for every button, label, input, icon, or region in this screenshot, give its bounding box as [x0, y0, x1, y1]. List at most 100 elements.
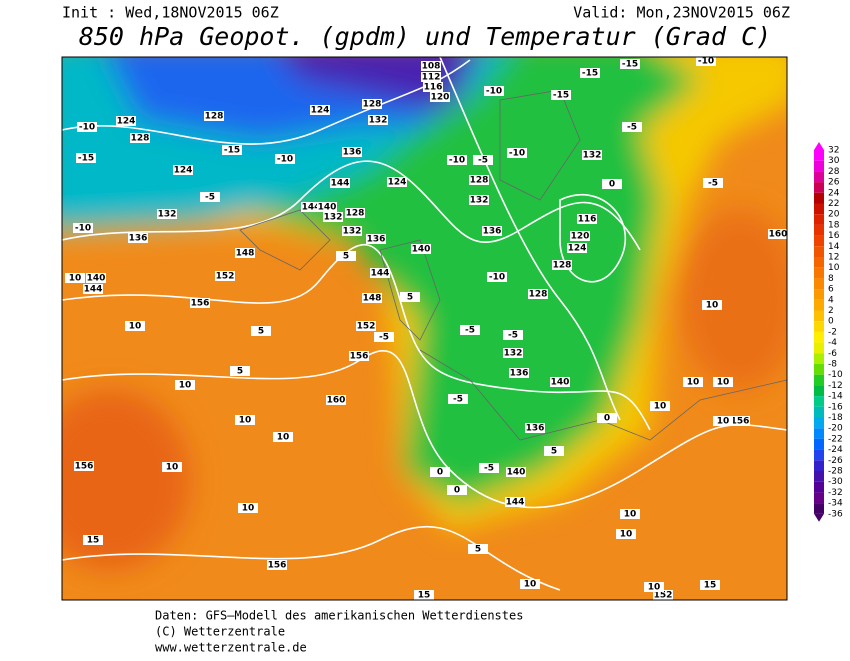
temperature-label: 5: [551, 447, 557, 457]
temperature-label-box: [125, 321, 145, 331]
colorbar-band: [814, 278, 824, 290]
colorbar-band: [814, 310, 824, 322]
geopotential-label: 144: [302, 203, 321, 213]
temperature-label-box: [644, 582, 664, 592]
colorbar-top: [814, 142, 824, 150]
temperature-label-box: [696, 57, 716, 66]
temperature-label: 0: [609, 180, 615, 190]
colorbar-label: -22: [828, 434, 843, 444]
temperature-label: 5: [343, 252, 349, 262]
temperature-label: -15: [582, 69, 598, 79]
colorbar-band: [814, 481, 824, 493]
geopotential-label-box: [349, 351, 369, 361]
temperature-label-box: [65, 273, 85, 283]
temperature-label-box: [235, 415, 255, 425]
temperature-label: -10: [509, 149, 525, 159]
geopotential-label: 116: [424, 83, 443, 93]
geopotential-label-box: [356, 321, 376, 331]
geopotential-label-box: [469, 195, 489, 205]
geopotential-label: 124: [117, 117, 136, 127]
temperature-label-box: [520, 579, 540, 589]
temperature-label: -5: [465, 326, 475, 336]
temperature-label-box: [162, 462, 182, 472]
colorbar-label: -14: [828, 392, 843, 402]
temperature-label: -10: [489, 273, 505, 283]
colorbar-label: -8: [828, 360, 837, 370]
temperature-label-box: [447, 485, 467, 495]
geopotential-label: 132: [583, 151, 602, 161]
temperature-label-box: [580, 68, 600, 78]
temperature-label-box: [238, 503, 258, 513]
geopotential-label: 140: [87, 274, 106, 284]
colorbar-label: 28: [828, 167, 840, 177]
colorbar-band: [814, 289, 824, 300]
temperature-label: 10: [648, 583, 661, 593]
temperature-label-box: [251, 326, 271, 336]
geopotential-label-box: [509, 368, 529, 378]
geopotential-label: 124: [174, 166, 193, 176]
geopotential-label: 112: [422, 73, 441, 83]
geopotential-label: 148: [363, 294, 382, 304]
colorbar-label: 24: [828, 188, 840, 198]
temperature-label: -5: [627, 123, 637, 133]
temperature-label: 5: [475, 545, 481, 555]
geopotential-label: 136: [510, 369, 529, 379]
colorbar-label: 18: [828, 220, 840, 230]
geopotential-label: 124: [311, 106, 330, 116]
temperature-label: 10: [129, 322, 142, 332]
geopotential-label: 156: [350, 352, 369, 362]
colorbar-band: [814, 235, 824, 247]
temperature-label-box: [414, 590, 434, 600]
temperature-label-box: [83, 535, 103, 545]
geopotential-label: 160: [327, 396, 346, 406]
temperature-label-box: [544, 446, 564, 456]
geopotential-label-box: [370, 268, 390, 278]
geopotential-label: 140: [551, 378, 570, 388]
temperature-label: 15: [87, 536, 100, 546]
geopotential-label: 128: [553, 261, 572, 271]
temperature-label: -15: [622, 60, 638, 70]
geopotential-label-box: [653, 590, 673, 600]
colorbar-band: [814, 203, 824, 215]
colorbar-label: -30: [828, 477, 843, 487]
geopotential-label-box: [342, 147, 362, 157]
colorbar-label: 16: [828, 231, 840, 241]
geopotential-label: 156: [268, 561, 287, 571]
temperature-label-box: [484, 86, 504, 96]
colorbar-label: -28: [828, 467, 843, 477]
colorbar-label: -2: [828, 327, 837, 337]
geopotential-label-box: [506, 467, 526, 477]
geopotential-label-box: [421, 61, 441, 71]
temperature-label-box: [702, 300, 722, 310]
temperature-label: 10: [717, 417, 730, 427]
colorbar-label: 22: [828, 199, 839, 209]
colorbar-band: [814, 267, 824, 279]
colorbar-band: [814, 160, 824, 172]
colorbar-band: [814, 406, 824, 418]
geopotential-label-box: [577, 214, 597, 224]
geopotential-label: 120: [431, 93, 450, 103]
temperature-label: 10: [687, 378, 700, 388]
geopotential-label-box: [323, 212, 343, 222]
geopotential-label: 136: [343, 148, 362, 158]
temperature-label-box: [507, 148, 527, 158]
temperature-label-box: [222, 145, 242, 155]
geopotential-label: 124: [568, 244, 587, 254]
colorbar-band: [814, 503, 824, 514]
geopotential-label: 140: [412, 245, 431, 255]
geopotential-label-box: [301, 202, 321, 212]
geopotential-label-box: [190, 298, 210, 308]
colorbar-band: [814, 492, 824, 504]
geopotential-label: 132: [158, 210, 177, 220]
geopotential-label: 156: [191, 299, 210, 309]
temperature-label-box: [683, 377, 703, 387]
colorbar-band: [814, 299, 824, 311]
temperature-label: 10: [624, 510, 637, 520]
geopotential-label-box: [368, 115, 388, 125]
temperature-label-box: [76, 153, 96, 163]
geopotential-label-box: [730, 416, 750, 426]
temperature-label: 15: [418, 591, 431, 601]
colorbar-band: [814, 374, 824, 386]
temperature-label: 0: [454, 486, 460, 496]
